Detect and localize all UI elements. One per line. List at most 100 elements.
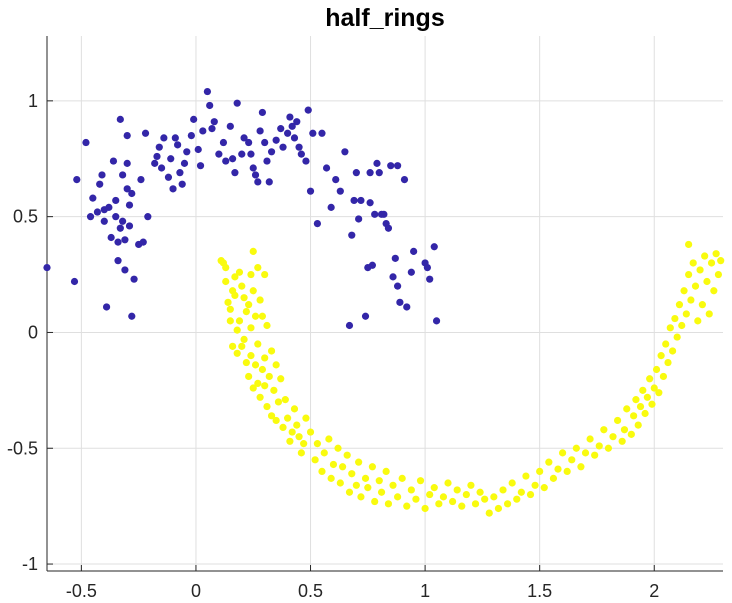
series-1-point [364, 484, 372, 492]
series-0-point [375, 169, 383, 177]
series-1-point [623, 405, 631, 413]
series-0-point [196, 162, 205, 170]
series-1-point [222, 264, 230, 272]
series-0-point [157, 164, 166, 172]
series-1-point [499, 486, 507, 494]
series-0-point [128, 189, 136, 198]
series-0-point [89, 194, 97, 202]
series-1-point [476, 488, 484, 496]
axes [46, 36, 723, 572]
series-0-point [400, 175, 409, 184]
series-0-point [394, 162, 402, 170]
series-0-point [263, 157, 271, 165]
series-1-point [261, 270, 269, 279]
data-points [43, 87, 725, 517]
series-0-point [100, 217, 108, 225]
series-1-point [591, 451, 599, 459]
series-1-point [339, 463, 347, 471]
series-1-point [240, 294, 248, 302]
series-1-point [238, 342, 246, 350]
series-0-point [286, 113, 294, 121]
series-1-point [300, 440, 308, 448]
series-1-point [620, 426, 629, 434]
series-0-point [423, 264, 431, 272]
series-0-point [137, 175, 145, 184]
series-1-point [421, 504, 429, 513]
series-1-point [290, 405, 299, 413]
series-1-point [226, 317, 234, 325]
series-1-point [668, 347, 677, 355]
x-tick-label: 2 [649, 581, 659, 601]
series-1-point [646, 375, 654, 383]
series-1-point [272, 416, 280, 425]
series-1-point [251, 361, 260, 369]
series-0-point [306, 187, 315, 195]
series-0-point [139, 238, 147, 246]
series-1-point [701, 252, 709, 260]
grid-lines [47, 36, 723, 571]
series-0-point [302, 157, 310, 165]
series-1-point [377, 488, 386, 496]
series-0-point [366, 169, 374, 177]
series-0-point [70, 277, 79, 286]
series-0-point [194, 145, 202, 154]
series-0-point [293, 118, 301, 126]
series-1-point [439, 493, 448, 501]
series-1-point [231, 273, 239, 281]
series-1-point [568, 456, 576, 464]
series-1-point [717, 257, 725, 265]
y-tick-label: 0.5 [13, 207, 38, 227]
series-1-point [657, 352, 665, 360]
series-1-point [233, 326, 241, 334]
series-1-point [641, 409, 649, 418]
series-1-point [263, 402, 271, 411]
series-1-point [258, 312, 267, 320]
series-0-point [107, 233, 115, 242]
series-1-point [710, 287, 718, 295]
series-1-point [295, 433, 303, 441]
series-0-point [426, 275, 434, 283]
series-1-point [600, 426, 608, 434]
series-0-point [261, 138, 269, 147]
y-tick-label: 1 [28, 91, 38, 111]
series-1-point [678, 321, 686, 330]
series-1-point [458, 502, 466, 510]
series-1-point [242, 358, 250, 367]
series-1-point [297, 449, 305, 457]
series-1-point [650, 384, 658, 392]
x-tick-label: 1 [420, 581, 430, 601]
series-0-point [371, 210, 379, 218]
series-1-point [449, 497, 457, 506]
series-1-point [258, 365, 267, 374]
series-1-point [549, 474, 558, 482]
series-1-point [336, 479, 344, 487]
series-1-point [348, 470, 356, 478]
series-0-point [222, 157, 230, 165]
series-1-point [256, 393, 264, 401]
series-0-point [164, 173, 173, 181]
series-0-point [128, 312, 136, 320]
series-0-point [160, 134, 168, 142]
series-1-point [302, 414, 310, 422]
series-1-point [222, 277, 230, 286]
series-0-point [219, 138, 228, 147]
series-1-point [673, 333, 681, 341]
series-1-point [453, 486, 461, 494]
series-1-point [251, 312, 260, 320]
series-1-point [467, 481, 475, 489]
series-0-point [176, 169, 184, 177]
series-1-point [485, 509, 493, 517]
series-0-point [102, 303, 111, 311]
series-1-point [714, 270, 723, 279]
series-1-point [426, 490, 434, 499]
series-1-point [444, 479, 452, 487]
series-1-point [630, 412, 638, 420]
series-1-point [394, 493, 402, 501]
series-1-point [247, 324, 255, 332]
series-1-point [238, 282, 246, 290]
series-1-point [327, 474, 335, 482]
series-1-point [284, 414, 292, 422]
series-0-point [373, 159, 381, 167]
series-1-point [526, 490, 535, 499]
series-0-point [387, 162, 395, 170]
